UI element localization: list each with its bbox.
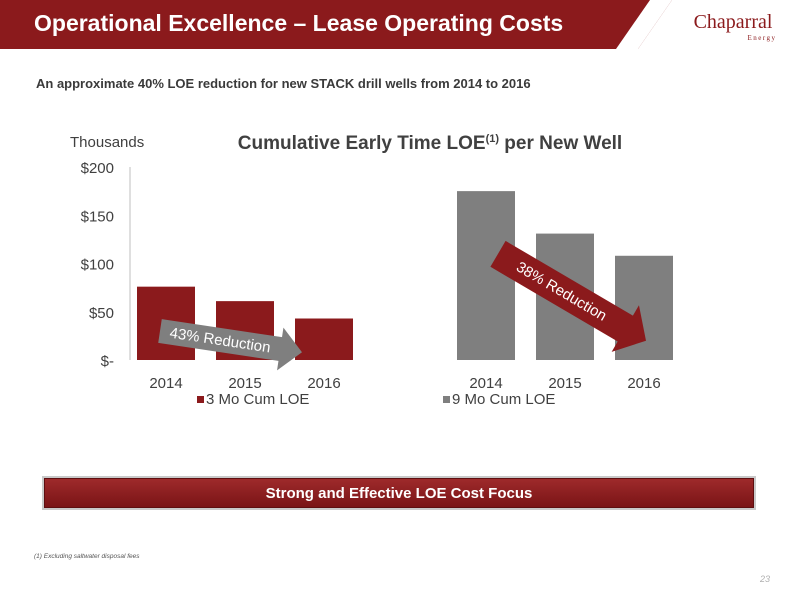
focus-banner: Strong and Effective LOE Cost Focus — [44, 478, 754, 508]
y-tick-label: $150 — [81, 208, 114, 225]
x-tick-label: 2015 — [228, 375, 261, 392]
legend-swatch — [443, 396, 450, 403]
chart-title-suffix: per New Well — [499, 133, 622, 154]
chart: Thousands Cumulative Early Time LOE(1) p… — [70, 133, 673, 408]
footnote: (1) Excluding saltwater disposal fees — [34, 553, 140, 560]
company-logo: Chaparral Energy — [616, 0, 799, 49]
banner-text: Strong and Effective LOE Cost Focus — [265, 484, 533, 502]
legend-label: 9 Mo Cum LOE — [452, 391, 555, 408]
chart-title-superscript: (1) — [486, 133, 500, 145]
y-tick-label: $50 — [89, 305, 114, 322]
logo-background — [638, 0, 799, 49]
y-tick-label: $200 — [81, 160, 114, 177]
unit-label: Thousands — [70, 134, 144, 151]
x-tick-label: 2014 — [149, 375, 182, 392]
reduction-9mo-arrow — [490, 240, 647, 352]
bar — [457, 191, 515, 360]
legend-swatch — [197, 396, 204, 403]
legend-label: 3 Mo Cum LOE — [206, 391, 309, 408]
x-tick-label: 2014 — [469, 375, 502, 392]
reduction-3mo-arrow — [158, 319, 303, 371]
header-bar: Operational Excellence – Lease Operating… — [0, 0, 799, 49]
y-tick-label: $100 — [81, 257, 114, 274]
header-stripe — [616, 0, 672, 49]
x-tick-label: 2016 — [307, 375, 340, 392]
subtitle: An approximate 40% LOE reduction for new… — [36, 76, 531, 91]
logo-wordmark: Chaparral — [694, 11, 773, 33]
page-number: 23 — [760, 574, 771, 584]
x-tick-label: 2016 — [627, 375, 660, 392]
chart-title-main: Cumulative Early Time LOE — [238, 133, 486, 154]
logo-subtext: Energy — [747, 34, 776, 42]
chart-marks: $- $50 $100 $150 $200 2014 2015 2016 2014 2015 201… — [81, 160, 673, 408]
bar — [295, 318, 353, 360]
x-tick-label: 2015 — [548, 375, 581, 392]
y-tick-label: $- — [101, 353, 114, 370]
page-title: Operational Excellence – Lease Operating… — [34, 10, 564, 36]
chart-title: Cumulative Early Time LOE(1) per New Wel… — [238, 133, 622, 154]
